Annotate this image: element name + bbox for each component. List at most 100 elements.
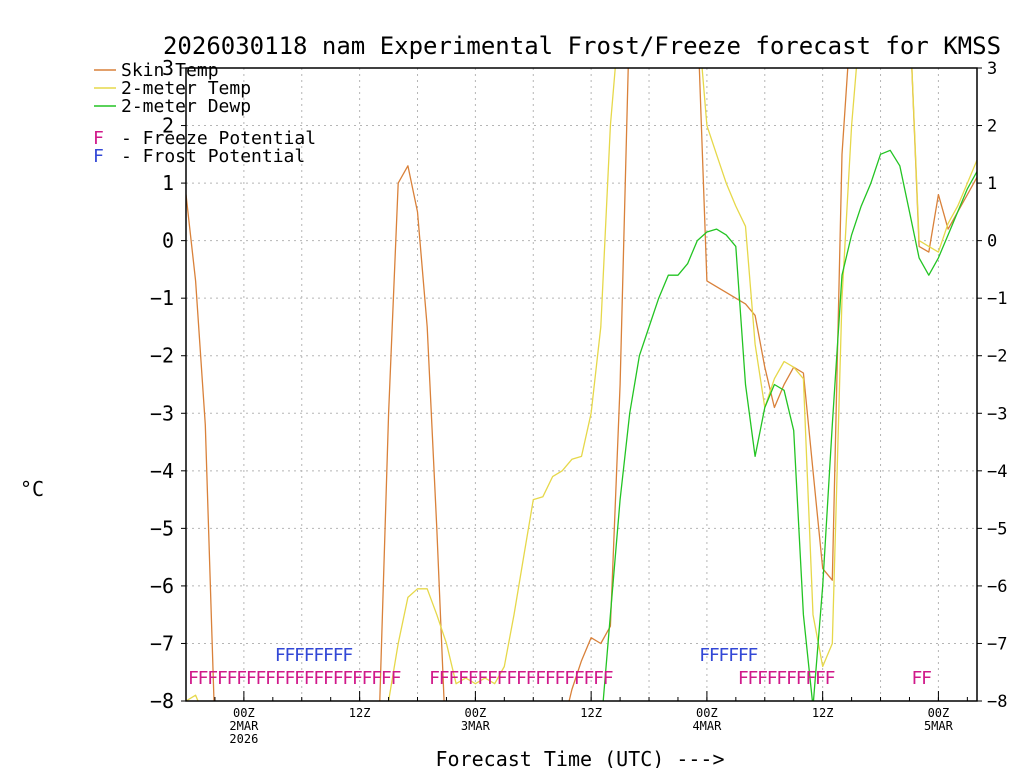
freeze-marker: F bbox=[275, 668, 286, 689]
x-tick-label: 12Z bbox=[812, 706, 834, 720]
freeze-marker: F bbox=[381, 668, 392, 689]
y-tick-label-left: −6 bbox=[150, 574, 174, 598]
freeze-marker: F bbox=[603, 668, 614, 689]
frost-marker: F bbox=[275, 645, 286, 666]
freeze-marker: F bbox=[207, 668, 218, 689]
x-tick-label: 2MAR bbox=[229, 719, 259, 733]
freeze-marker: F bbox=[448, 668, 459, 689]
y-tick-label-right: −8 bbox=[987, 692, 1007, 712]
freeze-marker: F bbox=[391, 668, 402, 689]
freeze-marker: F bbox=[313, 668, 324, 689]
y-tick-label-right: 2 bbox=[987, 117, 997, 137]
freeze-marker: F bbox=[227, 668, 238, 689]
freeze-marker: F bbox=[323, 668, 334, 689]
x-tick-label: 00Z bbox=[233, 706, 255, 720]
x-tick-label: 00Z bbox=[696, 706, 718, 720]
frost-marker: F bbox=[342, 645, 353, 666]
frost-marker: F bbox=[294, 645, 305, 666]
freeze-marker: F bbox=[786, 668, 797, 689]
freeze-marker: F bbox=[767, 668, 778, 689]
freeze-marker: F bbox=[805, 668, 816, 689]
freeze-marker: F bbox=[796, 668, 807, 689]
freeze-marker: F bbox=[217, 668, 228, 689]
frost-marker: F bbox=[333, 645, 344, 666]
frost-marker: F bbox=[728, 645, 739, 666]
freeze-marker: F bbox=[429, 668, 440, 689]
freeze-marker: F bbox=[825, 668, 836, 689]
frost-marker: F bbox=[738, 645, 749, 666]
frost-marker: F bbox=[313, 645, 324, 666]
series-lines bbox=[186, 68, 977, 701]
freeze-marker: F bbox=[362, 668, 373, 689]
freeze-marker: F bbox=[506, 668, 517, 689]
y-tick-label-right: −6 bbox=[987, 577, 1007, 597]
frost-marker: F bbox=[323, 645, 334, 666]
y-tick-label-left: 2 bbox=[162, 114, 174, 138]
freeze-marker: F bbox=[198, 668, 209, 689]
freeze-marker: F bbox=[564, 668, 575, 689]
freeze-marker: F bbox=[487, 668, 498, 689]
y-tick-label-right: 1 bbox=[987, 174, 997, 194]
legend-label: 2-meter Temp bbox=[121, 78, 251, 99]
chart-title: 2026030118 nam Experimental Frost/Freeze… bbox=[163, 32, 1001, 60]
series-line-2-meter-temp bbox=[186, 68, 977, 701]
freeze-marker: F bbox=[439, 668, 450, 689]
legend-potential-label: - Frost Potential bbox=[121, 146, 305, 167]
freeze-marker: F bbox=[468, 668, 479, 689]
y-tick-label-right: −5 bbox=[987, 519, 1007, 539]
y-tick-label-right: 3 bbox=[987, 59, 997, 79]
freeze-marker: F bbox=[757, 668, 768, 689]
freeze-marker: F bbox=[294, 668, 305, 689]
series-line-skin-temp bbox=[186, 68, 977, 701]
freeze-marker: F bbox=[921, 668, 932, 689]
y-tick-label-left: 0 bbox=[162, 229, 174, 253]
freeze-marker: F bbox=[526, 668, 537, 689]
freeze-marker: F bbox=[333, 668, 344, 689]
freeze-marker: F bbox=[584, 668, 595, 689]
freeze-marker: F bbox=[535, 668, 546, 689]
legend-potential-marker: F bbox=[93, 146, 104, 167]
series-line-2-meter-dewp bbox=[602, 149, 977, 701]
freeze-marker: F bbox=[284, 668, 295, 689]
x-axis-label: Forecast Time (UTC) ---> bbox=[436, 747, 725, 768]
freeze-marker: F bbox=[776, 668, 787, 689]
y-tick-label-left: 1 bbox=[162, 171, 174, 195]
frost-marker: F bbox=[699, 645, 710, 666]
freeze-marker: F bbox=[738, 668, 749, 689]
plot-frame bbox=[185, 67, 978, 702]
frost-marker: F bbox=[304, 645, 315, 666]
x-tick-label: 2026 bbox=[229, 732, 258, 746]
x-tick-label: 12Z bbox=[580, 706, 602, 720]
y-tick-label-left: 3 bbox=[162, 56, 174, 80]
y-tick-label-left: −5 bbox=[150, 516, 174, 540]
y-axis-label: °C bbox=[20, 477, 44, 501]
x-tick-label: 00Z bbox=[465, 706, 487, 720]
freeze-marker: F bbox=[815, 668, 826, 689]
y-tick-label-right: −3 bbox=[987, 404, 1007, 424]
y-tick-label-right: −2 bbox=[987, 347, 1007, 367]
freeze-marker: F bbox=[458, 668, 469, 689]
y-tick-label-left: −1 bbox=[150, 286, 174, 310]
y-tick-label-left: −2 bbox=[150, 344, 174, 368]
y-tick-label-left: −7 bbox=[150, 631, 174, 655]
freeze-marker: F bbox=[188, 668, 199, 689]
axes: −8 −8 −7 −7 −6 −6 −5 −5 −4 −4 −3 −3 −2 −2 −1 −1 0 0 1 1 2 2 3 3… bbox=[150, 56, 1008, 746]
freeze-marker: F bbox=[342, 668, 353, 689]
x-tick-label: 12Z bbox=[349, 706, 371, 720]
freeze-marker: F bbox=[593, 668, 604, 689]
freeze-marker: F bbox=[304, 668, 315, 689]
freeze-marker: F bbox=[545, 668, 556, 689]
freeze-marker: F bbox=[236, 668, 247, 689]
freeze-marker: F bbox=[747, 668, 758, 689]
x-tick-label: 00Z bbox=[928, 706, 950, 720]
x-tick-label: 5MAR bbox=[924, 719, 954, 733]
freeze-marker: F bbox=[497, 668, 508, 689]
y-tick-label-right: 0 bbox=[987, 232, 997, 252]
freeze-marker: F bbox=[371, 668, 382, 689]
y-tick-label-left: −8 bbox=[150, 689, 174, 713]
freeze-marker: F bbox=[911, 668, 922, 689]
x-tick-label: 3MAR bbox=[461, 719, 491, 733]
legend-potential-label: - Freeze Potential bbox=[121, 128, 316, 149]
y-tick-label-right: −4 bbox=[987, 462, 1007, 482]
